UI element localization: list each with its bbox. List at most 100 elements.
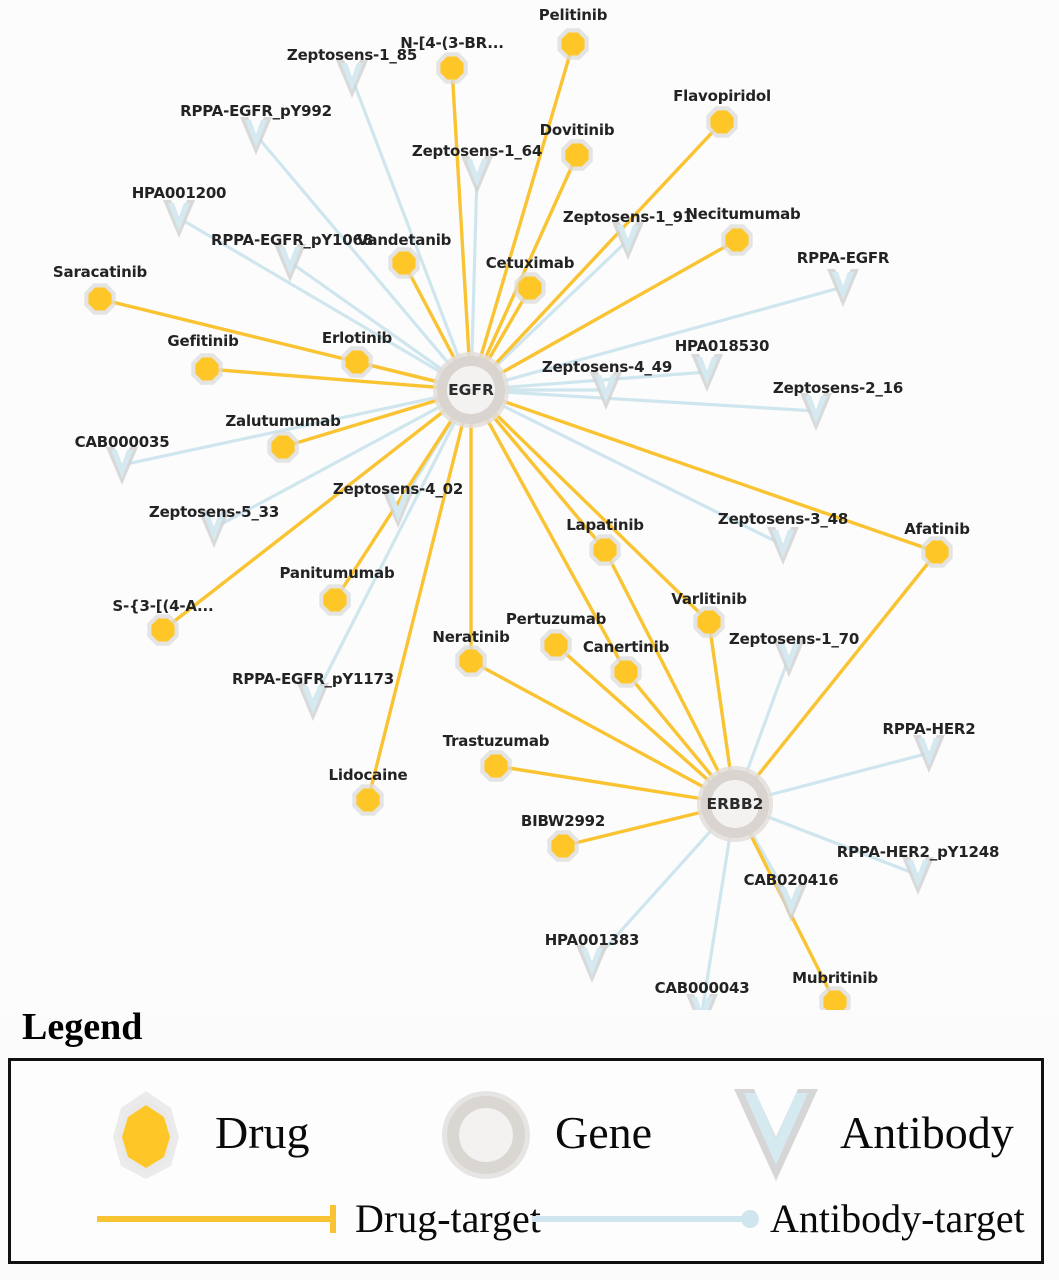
gene-label-ERBB2: ERBB2 <box>706 795 764 813</box>
drug-label-flavopiridol: Flavopiridol <box>673 87 771 105</box>
antibody-label-rppa_egfr_py1173: RPPA-EGFR_pY1173 <box>232 670 394 688</box>
drug-node-gefitinib[interactable] <box>191 353 223 385</box>
antibody-label-zeptosens_3_48: Zeptosens-3_48 <box>717 510 849 528</box>
octagon-icon <box>392 251 416 275</box>
antibody-node-zeptosens_4_02[interactable] <box>382 490 414 528</box>
drug-node-flavopiridol[interactable] <box>706 106 738 138</box>
octagon-icon <box>440 56 464 80</box>
edge-varlitinib-EGFR <box>469 388 711 624</box>
edge-necitumumab-EGFR <box>469 238 739 392</box>
antibody-node-hpa018530[interactable] <box>691 354 723 392</box>
legend-item-antibody-target: Antibody-target <box>526 1197 1025 1241</box>
drug-node-erlotinib[interactable] <box>341 346 373 378</box>
edge-flavopiridol-EGFR <box>469 120 724 392</box>
ring-inner <box>711 780 759 828</box>
network-graph[interactable]: Pelitinib N-[4-(3-BR... Flavopiridol Doviti… <box>0 0 1059 1010</box>
drug-label-nbr: N-[4-(3-BR... <box>400 34 504 52</box>
drug-node-zalutumumab[interactable] <box>267 431 299 463</box>
drug-node-bibw2992[interactable] <box>547 830 579 862</box>
drug-node-afatinib[interactable] <box>921 536 953 568</box>
drug-node-vandetanib[interactable] <box>388 247 420 279</box>
drug-label-cetuximab: Cetuximab <box>485 254 575 272</box>
antibody-node-rppa_her2[interactable] <box>913 735 945 773</box>
drug-label-necitumumab: Necitumumab <box>685 205 801 223</box>
legend: Legend Drug Gene <box>0 1006 1059 1280</box>
octagon-icon <box>593 538 617 562</box>
drug-node-nbr[interactable] <box>436 52 468 84</box>
drug-label-pelitinib: Pelitinib <box>538 6 608 24</box>
drug-node-trastuzumab[interactable] <box>480 750 512 782</box>
drug-label-erlotinib: Erlotinib <box>321 329 393 347</box>
antibody-label-zeptosens_1_64: Zeptosens-1_64 <box>411 142 543 160</box>
drug-label-neratinib: Neratinib <box>432 628 510 646</box>
edge-cab000035-EGFR <box>120 388 473 467</box>
antibody-node-zeptosens_3_48[interactable] <box>767 527 799 565</box>
octagon-icon <box>88 287 112 311</box>
antibody-node-zeptosens_2_16[interactable] <box>800 393 832 431</box>
drug-node-varlitinib[interactable] <box>693 606 725 638</box>
chevron-icon <box>734 1089 818 1181</box>
antibody-node-rppa_egfr_py992[interactable] <box>240 117 272 155</box>
antibody-node-rppa_her2_py1248[interactable] <box>902 857 934 895</box>
antibody-label-hpa018530: HPA018530 <box>674 337 770 355</box>
chevron-icon <box>805 396 827 424</box>
gene-node-ERBB2[interactable] <box>697 766 773 842</box>
octagon-icon <box>614 660 638 684</box>
drug-node-cetuximab[interactable] <box>514 272 546 304</box>
edge-canertinib-EGFR <box>469 388 628 674</box>
legend-label-antibody: Antibody <box>840 1107 1014 1158</box>
drug-node-pelitinib[interactable] <box>557 28 589 60</box>
drug-node-dovitinib[interactable] <box>561 139 593 171</box>
antibody-node-cab000043[interactable] <box>686 994 718 1010</box>
antibody-node-zeptosens_1_85[interactable] <box>336 60 368 98</box>
octagon-icon <box>518 276 542 300</box>
legend-item-drug: Drug <box>91 1083 310 1183</box>
legend-item-gene: Gene <box>431 1083 652 1183</box>
edge-neratinib-ERBB2 <box>469 659 737 806</box>
antibody-node-rppa_egfr[interactable] <box>827 269 859 307</box>
chevron-icon <box>341 63 363 91</box>
antibody-node-zeptosens_1_64[interactable] <box>461 156 493 194</box>
drug-node-canertinib[interactable] <box>610 656 642 688</box>
antibody-node-zeptosens_1_70[interactable] <box>773 639 805 677</box>
drug-node-neratinib[interactable] <box>455 645 487 677</box>
antibody-node-hpa001383[interactable] <box>576 945 608 983</box>
ring-inner <box>447 366 495 414</box>
antibody-node-rppa_egfr_py1173[interactable] <box>297 683 329 721</box>
antibody-node-zeptosens_5_33[interactable] <box>198 510 230 548</box>
drug-label-pertuzumab: Pertuzumab <box>505 610 607 628</box>
chevron-icon <box>111 450 133 478</box>
octagon-icon <box>551 834 575 858</box>
chevron-icon <box>778 642 800 670</box>
antibody-node-cab000035[interactable] <box>106 447 138 485</box>
drug-node-mubritinib[interactable] <box>819 986 851 1010</box>
antibody-node-zeptosens_1_91[interactable] <box>612 222 644 260</box>
antibody-label-zeptosens_4_02: Zeptosens-4_02 <box>332 480 464 498</box>
drug-node-necitumumab[interactable] <box>721 224 753 256</box>
octagon-icon <box>323 588 347 612</box>
antibody-node-rppa_egfr_py1068[interactable] <box>274 244 306 282</box>
antibody-node-zeptosens_4_49[interactable] <box>590 372 622 410</box>
drug-node-panitumumab[interactable] <box>319 584 351 616</box>
chevron-icon <box>780 887 802 915</box>
drug-node-saracatinib[interactable] <box>84 283 116 315</box>
chevron-icon <box>772 530 794 558</box>
drug-label-gefitinib: Gefitinib <box>167 332 239 350</box>
drug-node-pertuzumab[interactable] <box>540 629 572 661</box>
drug-node-lidocaine[interactable] <box>352 784 384 816</box>
edge-afatinib-EGFR <box>469 388 939 554</box>
drug-label-canertinib: Canertinib <box>582 638 670 656</box>
antibody-node-hpa001200[interactable] <box>163 200 195 238</box>
octagon-icon <box>151 618 175 642</box>
drug-node-s34a[interactable] <box>147 614 179 646</box>
antibody-label-cab020416: CAB020416 <box>743 871 839 889</box>
gene-node-EGFR[interactable] <box>433 352 509 428</box>
ring-icon <box>442 1091 530 1179</box>
drug-label-afatinib: Afatinib <box>904 520 970 538</box>
octagon-icon <box>113 1091 179 1179</box>
edge-hpa018530-EGFR <box>469 370 709 392</box>
drug-node-lapatinib[interactable] <box>589 534 621 566</box>
edge-rppa_egfr_py1173-EGFR <box>311 388 473 703</box>
antibody-node-cab020416[interactable] <box>775 884 807 922</box>
antibody-label-hpa001200: HPA001200 <box>131 184 227 202</box>
